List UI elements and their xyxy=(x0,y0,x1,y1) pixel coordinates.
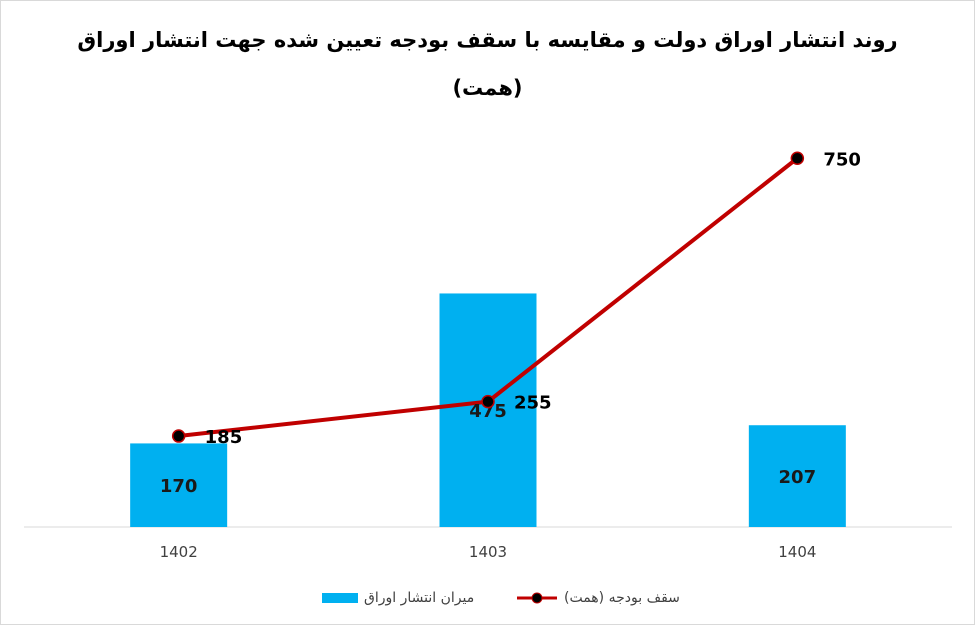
legend-item-bars: میران انتشار اوراق xyxy=(322,586,474,610)
x-tick-label-1403: 1403 xyxy=(469,543,507,561)
chart-title: روند انتشار اوراق دولت و مقایسه با سقف ب… xyxy=(77,28,898,52)
bar-1402 xyxy=(130,443,228,527)
bar-value-label-1403: 475 xyxy=(469,401,507,422)
budget-value-label-1402: 185 xyxy=(205,427,243,448)
legend-item-line: سقف بودجه (همت) xyxy=(516,586,680,610)
budget-marker-1402 xyxy=(171,429,186,443)
bar-value-label-1404: 207 xyxy=(779,467,817,488)
budget-marker-1403 xyxy=(481,394,495,409)
legend-bar-label: میران انتشار اوراق xyxy=(364,590,475,606)
bar-value-label-1402: 170 xyxy=(160,476,198,497)
budget-value-label-1404: 750 xyxy=(823,149,861,170)
budget-value-label-1403: 255 xyxy=(514,393,552,414)
chart-subtitle: (همت) xyxy=(452,76,523,100)
x-tick-label-1404: 1404 xyxy=(778,543,816,561)
bar-1403 xyxy=(439,293,537,527)
legend-bar-swatch xyxy=(322,593,358,603)
legend: میران انتشار اوراق سقف بودجه (همت) xyxy=(0,586,975,610)
legend-line-label: سقف بودجه (همت) xyxy=(564,590,680,606)
bar-1404 xyxy=(748,425,846,527)
legend-line-swatch xyxy=(517,592,557,604)
budget-marker-1404 xyxy=(790,151,805,165)
x-tick-label-1402: 1402 xyxy=(160,543,198,561)
